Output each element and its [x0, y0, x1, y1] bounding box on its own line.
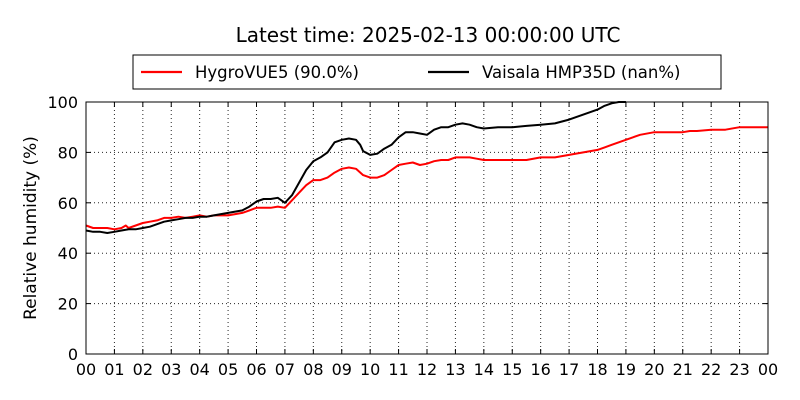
y-tick-label: 100	[47, 93, 78, 112]
y-tick-label: 20	[58, 295, 78, 314]
x-tick-label: 13	[445, 360, 465, 379]
legend-label-vaisala: Vaisala HMP35D (nan%)	[482, 63, 680, 82]
x-tick-label: 20	[644, 360, 664, 379]
y-tick-label: 40	[58, 244, 78, 263]
x-tick-label: 10	[360, 360, 380, 379]
x-tick-labels: 00 01 02 03 04 05 06 07 08 09 10 11 12 13 14 15 16 17 18 19…	[76, 360, 778, 379]
y-tick-label: 0	[68, 345, 78, 364]
x-tick-label: 09	[332, 360, 352, 379]
y-tick-labels: 0 20 40 60 80 100	[47, 93, 78, 364]
y-tick-label: 80	[58, 143, 78, 162]
x-tick-label: 21	[673, 360, 693, 379]
y-tick-label: 60	[58, 194, 78, 213]
chart-title: Latest time: 2025-02-13 00:00:00 UTC	[236, 23, 621, 47]
x-tick-label: 23	[729, 360, 749, 379]
legend-frame	[132, 54, 722, 90]
y-axis-label: Relative humidity (%)	[21, 136, 41, 320]
series-lines	[85, 101, 768, 234]
x-tick-label: 11	[388, 360, 408, 379]
x-tick-label: 06	[246, 360, 266, 379]
x-tick-label: 15	[502, 360, 522, 379]
x-tick-label: 18	[587, 360, 607, 379]
x-tick-label: 07	[275, 360, 295, 379]
x-tick-label: 00	[76, 360, 96, 379]
grid-lines	[86, 102, 768, 354]
x-tick-label: 01	[104, 360, 124, 379]
axis-ticks	[85, 101, 769, 355]
legend-label-hygrovue5: HygroVUE5 (90.0%)	[195, 63, 359, 82]
series-line-vaisala	[85, 101, 626, 234]
x-tick-label: 19	[616, 360, 636, 379]
x-tick-label: 03	[161, 360, 181, 379]
x-tick-label: 04	[189, 360, 209, 379]
x-tick-label: 17	[559, 360, 579, 379]
x-tick-label: 02	[133, 360, 153, 379]
x-tick-label: 00	[758, 360, 778, 379]
x-tick-label: 08	[303, 360, 323, 379]
x-tick-label: 14	[474, 360, 494, 379]
x-tick-label: 05	[218, 360, 238, 379]
x-tick-label: 22	[701, 360, 721, 379]
legend: HygroVUE5 (90.0%) Vaisala HMP35D (nan%)	[132, 54, 722, 90]
series-line-hygrovue5	[85, 126, 768, 231]
x-tick-label: 12	[417, 360, 437, 379]
x-tick-label: 16	[530, 360, 550, 379]
